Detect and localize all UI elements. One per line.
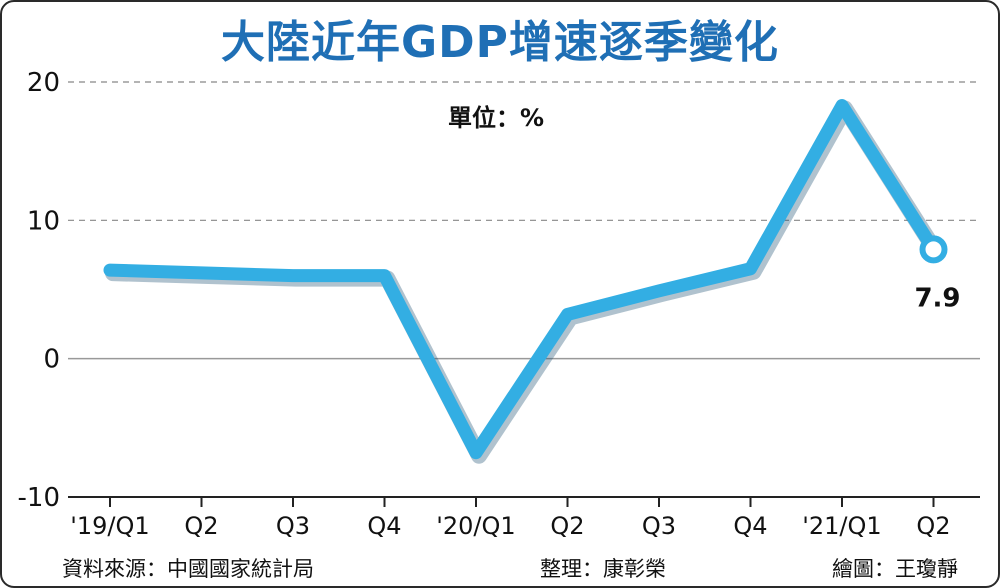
y-tick-label: 0 [43,345,60,375]
series-line [103,99,948,464]
series-line-path [103,99,940,460]
x-tick-label: Q4 [733,512,767,540]
chart-title: 大陸近年GDP增速逐季變化 [221,17,779,68]
x-tick-labels: '19/Q1 Q2 Q3 Q4 '20/Q1 Q2 Q3 Q4 '21/Q1 Q2 [70,512,950,540]
x-tick-label: '19/Q1 [70,512,149,540]
x-tick-label: Q3 [642,512,676,540]
source-note: 資料來源：中國國家統計局 [62,557,314,581]
x-tick-label: Q3 [276,512,310,540]
editor-note: 整理：康彰榮 [540,557,666,581]
y-tick-label: 10 [27,206,60,236]
x-tick-label: '21/Q1 [802,512,881,540]
end-point-marker [919,235,948,264]
x-tick-label: Q2 [916,512,950,540]
y-tick-labels: 20 10 0 -10 [18,68,60,513]
axes [68,496,980,507]
illustrator-note: 繪圖：王瓊靜 [832,557,958,581]
unit-label: 單位：% [448,104,545,132]
y-tick-label: 20 [27,68,60,98]
data-labels: 7.9 [914,283,960,313]
x-tick-label: Q2 [550,512,584,540]
grid-lines [68,81,980,360]
x-tick-label: Q4 [367,512,401,540]
x-tick-label: '20/Q1 [436,512,515,540]
data-label: 7.9 [914,283,960,313]
x-tick-label: Q2 [184,512,218,540]
y-tick-label: -10 [18,483,60,513]
